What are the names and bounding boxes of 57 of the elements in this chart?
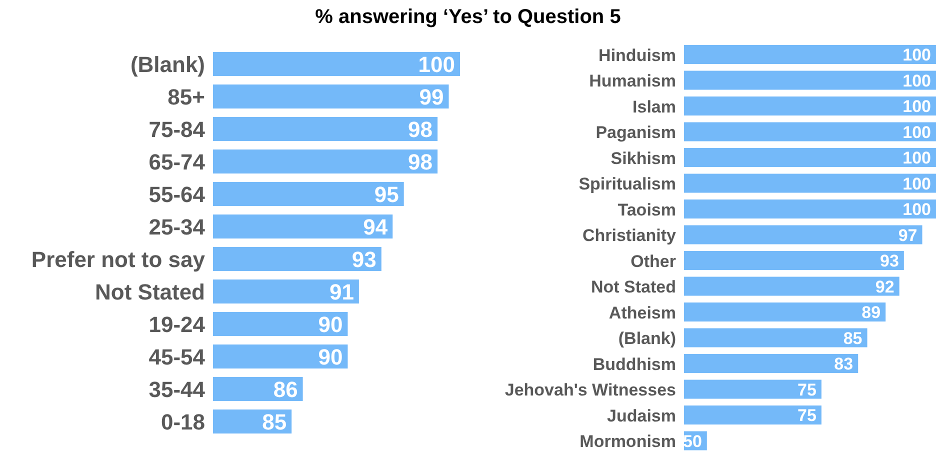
y-tick-label: Humanism [589, 72, 676, 91]
data-label: 90 [318, 312, 343, 337]
y-tick-label: Not Stated [591, 278, 676, 297]
data-label: 99 [419, 84, 444, 110]
y-tick-label: 45-54 [148, 344, 206, 370]
y-tick-label: 75-84 [148, 117, 206, 142]
data-label: 98 [408, 149, 433, 174]
data-label: 100 [902, 46, 931, 65]
y-tick-label: Not Stated [95, 280, 205, 305]
data-label: 100 [902, 97, 931, 116]
data-label: 75 [798, 380, 816, 400]
y-tick-label: Jehovah's Witnesses [504, 380, 676, 400]
y-tick-label: Spiritualism [578, 174, 676, 194]
y-tick-label: Christianity [582, 226, 677, 246]
y-tick-label: (Blank) [618, 329, 676, 348]
y-tick-label: Mormonism [580, 432, 676, 452]
data-label: 83 [834, 354, 854, 374]
data-label: 100 [902, 174, 931, 194]
y-tick-label: 19-24 [148, 312, 206, 338]
data-label: 89 [862, 303, 881, 322]
data-label: 94 [363, 214, 388, 240]
y-tick-label: Atheism [608, 303, 676, 322]
data-label: 95 [374, 182, 399, 207]
data-label: 50 [682, 432, 702, 451]
y-tick-label: Other [630, 252, 676, 271]
y-tick-label: Judaism [607, 406, 676, 426]
chart-title: % answering ‘Yes’ to Question 5 [314, 6, 622, 29]
y-tick-label: Buddhism [592, 354, 676, 374]
data-label: 93 [352, 246, 376, 272]
data-label: 91 [329, 279, 354, 304]
data-label: 86 [273, 376, 298, 402]
data-label: 98 [408, 116, 433, 142]
data-label: 97 [898, 226, 918, 245]
y-tick-label: 55-64 [148, 182, 206, 208]
data-label: 85 [262, 409, 287, 434]
y-tick-label: Prefer not to say [31, 247, 206, 272]
data-label: 100 [902, 148, 931, 168]
y-tick-label: Taoism [618, 200, 676, 220]
y-tick-label: Hinduism [598, 46, 676, 65]
data-label: 100 [902, 122, 931, 142]
y-tick-label: Islam [632, 97, 676, 116]
y-tick-label: (Blank) [130, 52, 205, 78]
y-tick-label: 35-44 [148, 377, 206, 402]
y-tick-label: Paganism [596, 123, 676, 142]
data-label: 85 [843, 328, 862, 348]
data-label: 92 [875, 277, 894, 296]
data-label: 90 [318, 344, 343, 370]
data-label: 93 [880, 252, 899, 271]
data-label: 100 [902, 71, 931, 90]
y-tick-label: 65-74 [148, 150, 206, 175]
y-tick-label: Sikhism [610, 148, 676, 168]
y-tick-label: 0-18 [160, 410, 205, 435]
data-label: 100 [418, 52, 455, 77]
y-tick-label: 25-34 [148, 214, 206, 240]
data-label: 100 [902, 200, 931, 220]
data-label: 75 [798, 406, 816, 426]
y-tick-label: 85+ [168, 84, 205, 110]
